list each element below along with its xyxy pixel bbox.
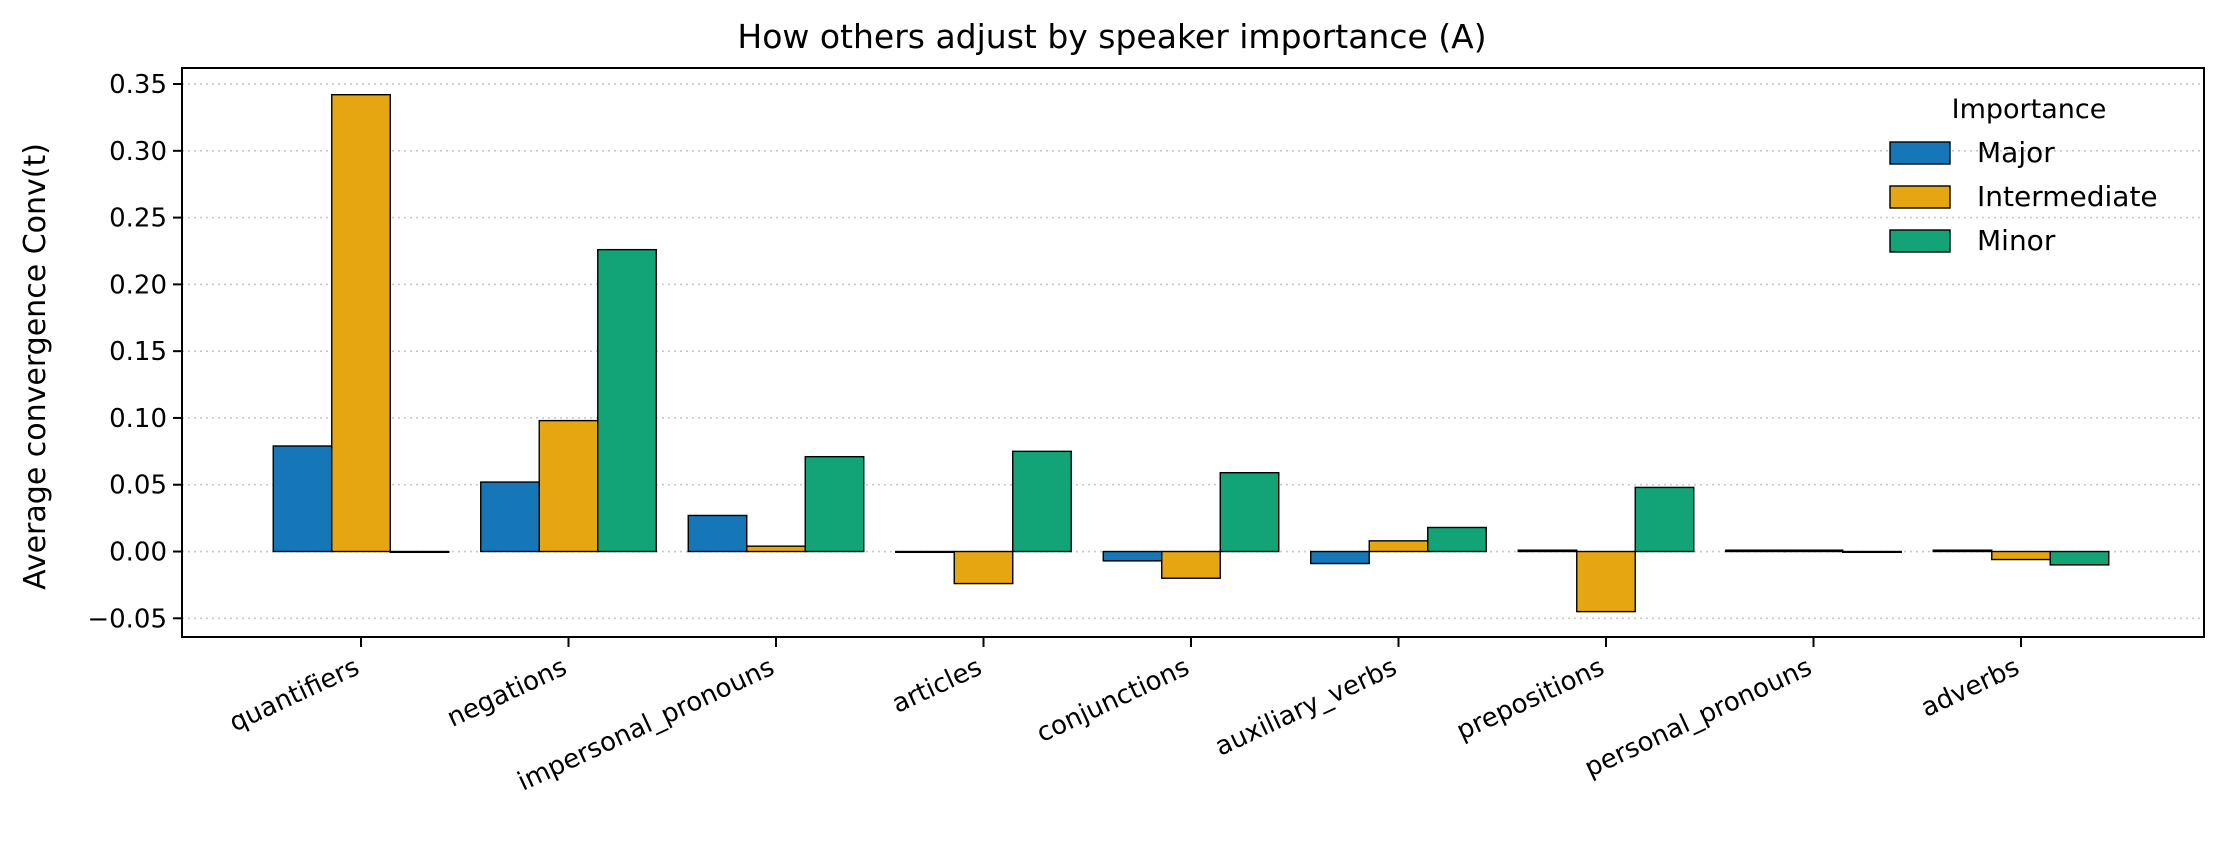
y-tick-label: 0.10 — [109, 404, 167, 434]
bar-major-auxiliary_verbs — [1310, 550, 1370, 565]
plot-frame — [181, 67, 2205, 638]
y-tick-label: −0.05 — [87, 604, 167, 634]
bar-major-impersonal_pronouns — [687, 514, 748, 553]
bar-intermediate-auxiliary_verbs — [1368, 540, 1429, 553]
bar-minor-impersonal_pronouns — [804, 455, 865, 553]
x-tick-label: conjunctions — [1032, 652, 1194, 749]
y-tick-label: 0.05 — [109, 471, 167, 501]
bar-major-conjunctions — [1102, 550, 1163, 562]
chart-title: How others adjust by speaker importance … — [737, 17, 1486, 56]
bar-minor-negations — [597, 248, 657, 553]
bar-intermediate-articles — [953, 550, 1014, 585]
y-tick-label: 0.00 — [109, 538, 167, 568]
y-tick-label: 0.35 — [109, 70, 167, 100]
bar-major-adverbs — [1932, 549, 1993, 553]
x-tick-label: adverbs — [1917, 652, 2024, 723]
legend: Importance Major Intermediate Minor — [1889, 94, 2158, 257]
y-tick-label: 0.15 — [109, 337, 167, 367]
x-tick-label: prepositions — [1452, 652, 1609, 746]
legend-swatch-minor — [1889, 229, 1951, 253]
bar-intermediate-quantifiers — [331, 94, 391, 553]
bar-intermediate-personal_pronouns — [1783, 549, 1844, 553]
bar-major-articles — [895, 550, 955, 554]
bar-intermediate-negations — [538, 419, 599, 553]
bar-intermediate-impersonal_pronouns — [746, 545, 806, 553]
bar-minor-articles — [1012, 450, 1072, 553]
bar-major-personal_pronouns — [1725, 549, 1785, 553]
bar-major-prepositions — [1517, 549, 1578, 553]
bar-intermediate-prepositions — [1576, 550, 1636, 613]
y-axis: −0.05 0.00 0.05 0.10 0.15 0.20 0.25 0.30 0.35 — [87, 70, 182, 634]
bar-minor-adverbs — [2049, 550, 2110, 566]
y-tick-label: 0.20 — [109, 270, 167, 300]
x-tick-label: auxiliary_verbs — [1211, 652, 1402, 762]
y-axis-label: Average convergence Conv(t) — [18, 143, 53, 590]
y-tick-label: 0.30 — [109, 137, 167, 167]
legend-label-minor: Minor — [1977, 224, 2056, 257]
y-tick-label: 0.25 — [109, 204, 167, 234]
legend-swatch-major — [1889, 141, 1951, 165]
bar-minor-conjunctions — [1219, 472, 1280, 553]
x-tick-label: quantifiers — [225, 652, 364, 738]
bar-major-quantifiers — [272, 445, 333, 553]
bar-intermediate-adverbs — [1991, 550, 2051, 561]
bar-minor-quantifiers — [389, 550, 450, 554]
bar-minor-auxiliary_verbs — [1427, 526, 1487, 553]
bar-minor-prepositions — [1634, 486, 1695, 553]
legend-title: Importance — [1952, 94, 2107, 125]
x-tick-label: negations — [443, 652, 572, 733]
legend-swatch-intermediate — [1889, 185, 1951, 209]
x-tick-label: articles — [888, 652, 987, 719]
bar-major-negations — [480, 481, 540, 553]
bar-intermediate-conjunctions — [1161, 550, 1221, 579]
legend-label-intermediate: Intermediate — [1977, 180, 2158, 213]
bar-minor-personal_pronouns — [1842, 550, 1902, 554]
x-tick-label: personal_pronouns — [1580, 652, 1816, 783]
bars — [272, 94, 2110, 613]
legend-label-major: Major — [1977, 136, 2055, 169]
